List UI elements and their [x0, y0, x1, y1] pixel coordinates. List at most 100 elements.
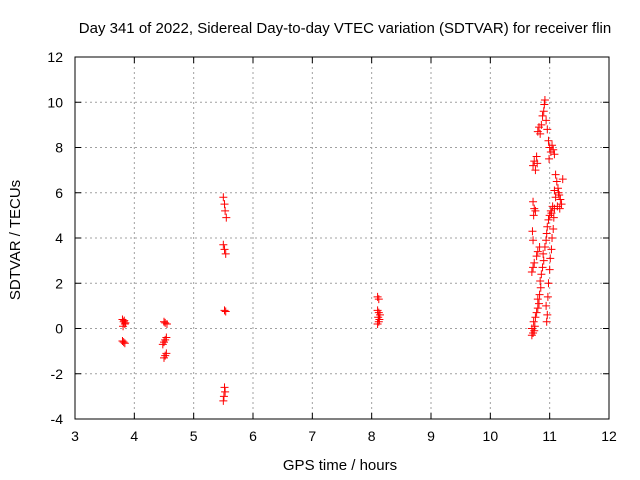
data-point: [219, 392, 228, 401]
data-point: [373, 319, 382, 328]
data-point: [550, 186, 559, 195]
x-axis-label: GPS time / hours: [283, 457, 397, 474]
x-tick-label: 8: [368, 428, 376, 444]
data-point: [544, 215, 553, 224]
data-point: [532, 152, 541, 161]
x-tick-label: 5: [190, 428, 198, 444]
data-point: [529, 211, 538, 220]
data-point: [536, 276, 545, 285]
data-point: [558, 175, 567, 184]
data-point: [529, 236, 538, 245]
data-point: [531, 206, 540, 215]
data-point: [528, 227, 537, 236]
x-tick-label: 7: [308, 428, 316, 444]
data-point: [538, 111, 547, 120]
data-point: [531, 166, 540, 175]
x-tick-label: 11: [542, 428, 557, 444]
chart-title: Day 341 of 2022, Sidereal Day-to-day VTE…: [79, 20, 611, 37]
data-point: [534, 299, 543, 308]
data-point: [548, 141, 557, 150]
data-point: [542, 116, 551, 125]
data-point: [540, 100, 549, 109]
data-point: [555, 204, 564, 213]
data-point: [527, 267, 536, 276]
data-point: [556, 195, 565, 204]
data-point: [221, 387, 230, 396]
y-tick-label: 12: [47, 49, 63, 65]
y-tick-label: 8: [55, 140, 63, 156]
data-point: [539, 256, 548, 265]
data-point: [221, 249, 230, 258]
data-point: [221, 206, 230, 215]
data-point: [535, 243, 544, 252]
data-point: [220, 306, 229, 315]
data-point: [162, 349, 171, 358]
y-tick-label: 2: [55, 275, 63, 291]
data-point: [552, 177, 561, 186]
data-point: [220, 383, 229, 392]
data-point: [542, 236, 551, 245]
data-point: [536, 283, 545, 292]
data-point: [529, 263, 538, 272]
data-points: [118, 95, 567, 405]
data-point: [548, 234, 557, 242]
data-point: [539, 249, 548, 258]
data-point: [536, 129, 545, 138]
grid-lines: [75, 57, 609, 419]
data-point: [533, 304, 542, 313]
y-tick-label: -4: [51, 411, 64, 427]
data-point: [537, 120, 546, 129]
data-point: [543, 222, 552, 231]
data-point: [550, 150, 559, 159]
data-point: [535, 290, 544, 299]
data-point: [532, 252, 541, 261]
data-point: [544, 279, 553, 288]
data-point: [549, 224, 558, 233]
x-tick-label: 9: [427, 428, 435, 444]
data-point: [533, 295, 542, 304]
data-point: [543, 310, 552, 319]
data-point: [220, 245, 229, 254]
x-tick-label: 10: [483, 428, 499, 444]
data-point: [547, 245, 556, 254]
data-point: [543, 125, 552, 134]
data-point: [529, 161, 538, 170]
data-point: [220, 200, 229, 209]
x-tick-label: 3: [71, 428, 79, 444]
data-point: [545, 154, 554, 163]
data-point: [544, 136, 553, 145]
data-point: [120, 339, 129, 348]
data-point: [539, 107, 548, 116]
axis-ticks: 3 4 5 6 7 8 9 10 11 12 -4 -2 0 2 4 6 8 10 12: [47, 49, 617, 444]
data-point: [529, 197, 538, 206]
y-tick-label: 4: [55, 230, 63, 246]
data-point: [530, 322, 539, 331]
data-point: [533, 247, 542, 256]
data-point: [219, 396, 228, 405]
data-point: [551, 193, 560, 202]
data-point: [542, 317, 551, 326]
data-point: [549, 213, 558, 222]
y-axis-label: SDTVAR / TECUs: [7, 180, 24, 300]
data-point: [547, 209, 556, 218]
data-point: [162, 333, 171, 342]
x-tick-label: 4: [130, 428, 138, 444]
data-point: [221, 307, 230, 316]
x-tick-label: 12: [601, 428, 617, 444]
data-point: [222, 213, 231, 222]
data-point: [530, 258, 539, 267]
data-point: [531, 313, 540, 322]
data-point: [543, 292, 552, 301]
data-point: [537, 270, 546, 279]
data-point: [119, 338, 128, 347]
data-point: [529, 317, 538, 326]
x-tick-label: 6: [249, 428, 257, 444]
data-point: [533, 159, 542, 168]
data-point: [551, 170, 560, 179]
data-point: [554, 188, 563, 197]
data-point: [538, 263, 547, 272]
data-point: [121, 318, 130, 327]
data-point: [546, 254, 555, 263]
data-point: [374, 295, 383, 304]
